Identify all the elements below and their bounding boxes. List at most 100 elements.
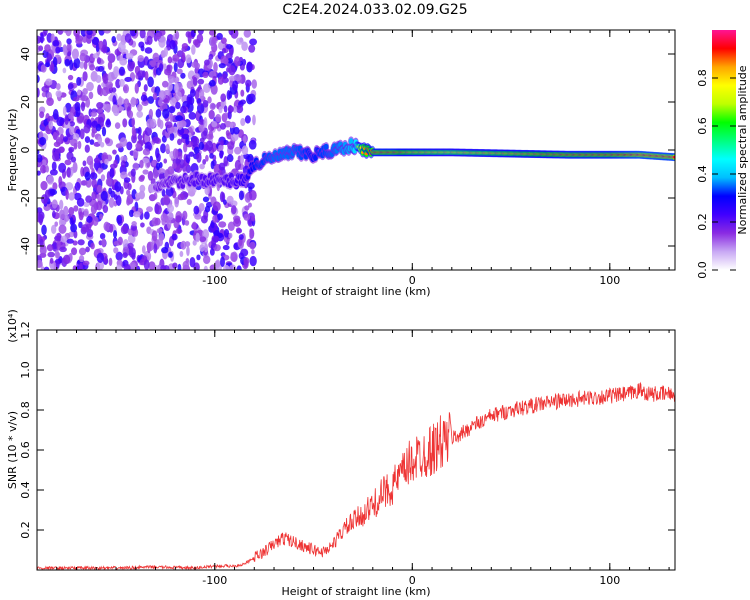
snr-x-tick-label: 100: [599, 574, 620, 587]
spectrogram-cell: [96, 184, 103, 193]
spectrogram-cell: [234, 146, 242, 155]
spectrogram-cell: [54, 221, 59, 227]
spectrogram-cell: [228, 65, 236, 76]
snr-y-axis-label: SNR (10 * v/v): [6, 411, 19, 489]
spectrogram-cell: [118, 96, 123, 107]
spectrogram-y-axis-label: Frequency (Hz): [6, 109, 19, 192]
spectrogram-cell: [218, 221, 227, 228]
spectrogram-cell: [206, 133, 214, 140]
spectrogram-cell: [37, 259, 43, 268]
spectrogram-cell: [243, 30, 252, 38]
spectrogram-cell: [167, 204, 175, 213]
spectrogram-cell: [57, 30, 64, 35]
spectrogram-cell: [127, 228, 134, 236]
spectrogram-cell: [251, 79, 257, 89]
spectrogram-cell: [103, 30, 111, 34]
spectrogram-cell: [105, 103, 111, 113]
spectrogram-cell: [192, 76, 198, 86]
spectrogram-cell: [155, 32, 162, 40]
spectrogram-cell: [113, 247, 119, 254]
spectrogram-cell: [155, 108, 162, 118]
spectrogram-cell: [229, 122, 234, 129]
spectrogram-cell: [198, 123, 205, 133]
spectrogram-cell: [175, 115, 184, 122]
spectrogram-cell: [180, 105, 187, 114]
spectrogram-cell: [147, 96, 155, 104]
spectrogram-cell: [45, 78, 53, 86]
spectrogram-cell: [141, 157, 150, 164]
spectrogram-cell: [204, 59, 210, 66]
spectrogram-cell: [199, 163, 205, 170]
spectrogram-cell: [115, 264, 123, 270]
colorbar-label: Normalized spectral amplitude: [736, 65, 749, 234]
spectrogram-cell: [136, 110, 144, 118]
spectrogram-cell: [241, 145, 249, 156]
spectrogram-cell: [177, 138, 182, 146]
spectrogram-cell: [50, 62, 55, 72]
spectrogram-cell: [126, 141, 133, 151]
spectrogram-cell: [240, 89, 245, 97]
spectrogram-cell: [137, 134, 143, 141]
spectrogram-cell: [180, 240, 187, 250]
spectrogram-cell: [40, 32, 44, 44]
spectrogram-cell: [241, 41, 248, 51]
spectrogram-cell: [66, 238, 74, 244]
spectrogram-cell: [55, 83, 61, 91]
spectrogram-cell: [92, 216, 99, 226]
spectrogram-cell: [227, 221, 235, 231]
spectrogram-cell: [249, 38, 258, 46]
spectrogram-cell: [63, 45, 68, 56]
spectrogram-cell: [117, 236, 123, 246]
spectrogram-cell: [117, 106, 125, 112]
spectrogram-cell: [112, 149, 117, 155]
spectrogram-cell: [245, 79, 252, 88]
spectrogram-cell: [102, 73, 109, 84]
spectrogram-cell: [83, 124, 91, 134]
spectrogram-cell: [127, 61, 135, 72]
spectrogram-cell: [73, 57, 81, 69]
spectrogram-cell: [129, 30, 137, 37]
spectrogram-cell: [39, 111, 45, 119]
spectrogram-plot-area: [37, 30, 675, 270]
spectrogram-cell: [83, 208, 89, 217]
spectrogram-cell: [101, 86, 109, 97]
spectrogram-cell: [248, 44, 256, 53]
spectrogram-cell: [65, 189, 70, 200]
spectrogram-cell: [81, 224, 90, 233]
spectrogram-cell: [91, 131, 95, 138]
spectrogram-cell: [240, 118, 246, 127]
spectrogram-cell: [198, 141, 205, 151]
spectrogram-cell: [220, 256, 225, 268]
spectrogram-cell: [53, 141, 61, 148]
spectrogram-cell: [233, 218, 242, 227]
spectrogram-cell: [233, 126, 240, 135]
spectrogram-cell: [202, 196, 210, 203]
spectrogram-cell: [185, 154, 191, 164]
snr-x-tick-label: -100: [202, 574, 227, 587]
spectrogram-cell: [76, 197, 85, 207]
spectrogram-cell: [44, 189, 50, 200]
spectrogram-cell: [249, 228, 254, 235]
spectrogram-cell: [212, 201, 221, 212]
spectrogram-cell: [147, 76, 154, 88]
spectrogram-cell: [46, 244, 54, 252]
spectrogram-cell: [105, 119, 112, 128]
spectrogram-cell: [123, 84, 130, 94]
spectrogram-cell: [143, 259, 150, 270]
spectrogram-cell: [175, 228, 183, 234]
spectrogram-cell: [148, 261, 156, 270]
spectrogram-cell: [179, 250, 184, 258]
spectrogram-cell: [169, 39, 176, 50]
spectrogram-cell: [141, 245, 146, 254]
spectrogram-cell: [62, 106, 67, 116]
spectrogram-cell: [83, 201, 90, 208]
spectrogram-cell: [41, 91, 47, 98]
spectrogram-cell: [108, 187, 113, 195]
spectrogram-cell: [144, 211, 150, 220]
spectrogram-cell: [168, 251, 173, 258]
spectrogram-cell: [226, 154, 234, 163]
spectrogram-cell: [107, 61, 113, 70]
spectrogram-cell: [218, 144, 224, 152]
spectrogram-cell: [109, 167, 115, 179]
spectrogram-cell: [228, 232, 233, 239]
